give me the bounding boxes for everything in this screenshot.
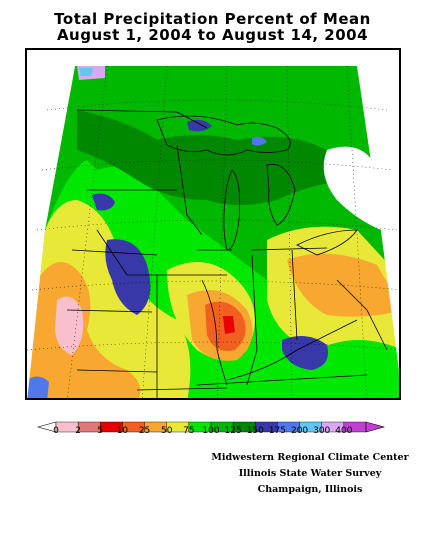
border-ohio-river [226, 319, 358, 381]
legend-label-25: 25 [138, 426, 151, 436]
border-ks-ok [76, 369, 158, 373]
zone-orange-west [27, 262, 141, 398]
border-in-oh [291, 249, 298, 341]
zone-pink-southwest [55, 296, 84, 355]
map-subtitle-dates: August 1, 2004 to August 14, 2004 [56, 26, 369, 44]
legend-label-200: 200 [290, 426, 309, 436]
lake-huron-outline [266, 163, 296, 226]
state-boundaries [66, 109, 388, 398]
map-title: Total Precipitation Percent of Mean [54, 10, 371, 28]
border-ky-tn [196, 374, 368, 386]
legend-label-2: 2 [75, 426, 82, 436]
credit-center: Midwestern Regional Climate Center [211, 452, 409, 463]
zone-orange-east [287, 253, 399, 317]
legend-label-400: 400 [335, 426, 353, 436]
border-mo-il [201, 279, 228, 386]
border-south-dakota-ne [71, 249, 158, 256]
legend-label-175: 175 [268, 426, 287, 436]
zone-lightblue-corner [79, 68, 93, 76]
legend-label-300: 300 [313, 426, 331, 436]
zone-red-central [223, 316, 235, 334]
border-wv-va [336, 279, 388, 351]
graticule [27, 65, 399, 398]
legend-label-5: 5 [97, 426, 104, 436]
zone-blue-iowa [105, 239, 151, 315]
border-mn-wi [176, 144, 203, 236]
legend-label-50: 50 [160, 426, 173, 436]
mask-right [357, 50, 399, 371]
great-lakes-outline [156, 115, 291, 156]
map-canvas [27, 50, 399, 398]
mask-left [27, 50, 75, 398]
zone-blue-minnesota [92, 193, 115, 211]
legend-label-0: 0 [53, 426, 59, 436]
precipitation-map [25, 48, 401, 400]
mask-top [27, 50, 399, 66]
precip-contours [27, 66, 399, 398]
legend-label-75: 75 [183, 426, 195, 436]
legend-label-100: 100 [202, 426, 220, 436]
zone-blue-southwest [27, 376, 49, 398]
zone-blue-north [187, 119, 212, 132]
credit-survey: Illinois State Water Survey [238, 468, 382, 479]
legend-label-10: 10 [116, 426, 129, 436]
border-ne-ks [66, 309, 153, 313]
legend-label-125: 125 [224, 426, 242, 436]
border-mi-in-oh [251, 247, 328, 251]
zone-dark-green-band [77, 110, 347, 205]
credit-location: Champaign, Illinois [257, 484, 363, 495]
border-mo-ia-ne [96, 229, 128, 276]
legend-colorbar [36, 421, 386, 433]
legend-right-arrow [365, 421, 386, 433]
no-data-ontario [323, 146, 381, 230]
zone-blue-southeast [282, 336, 328, 370]
canada-border [76, 109, 208, 129]
border-mo-ar [136, 387, 228, 391]
zone-blue-northeast [252, 136, 267, 146]
legend-label-150: 150 [246, 426, 264, 436]
